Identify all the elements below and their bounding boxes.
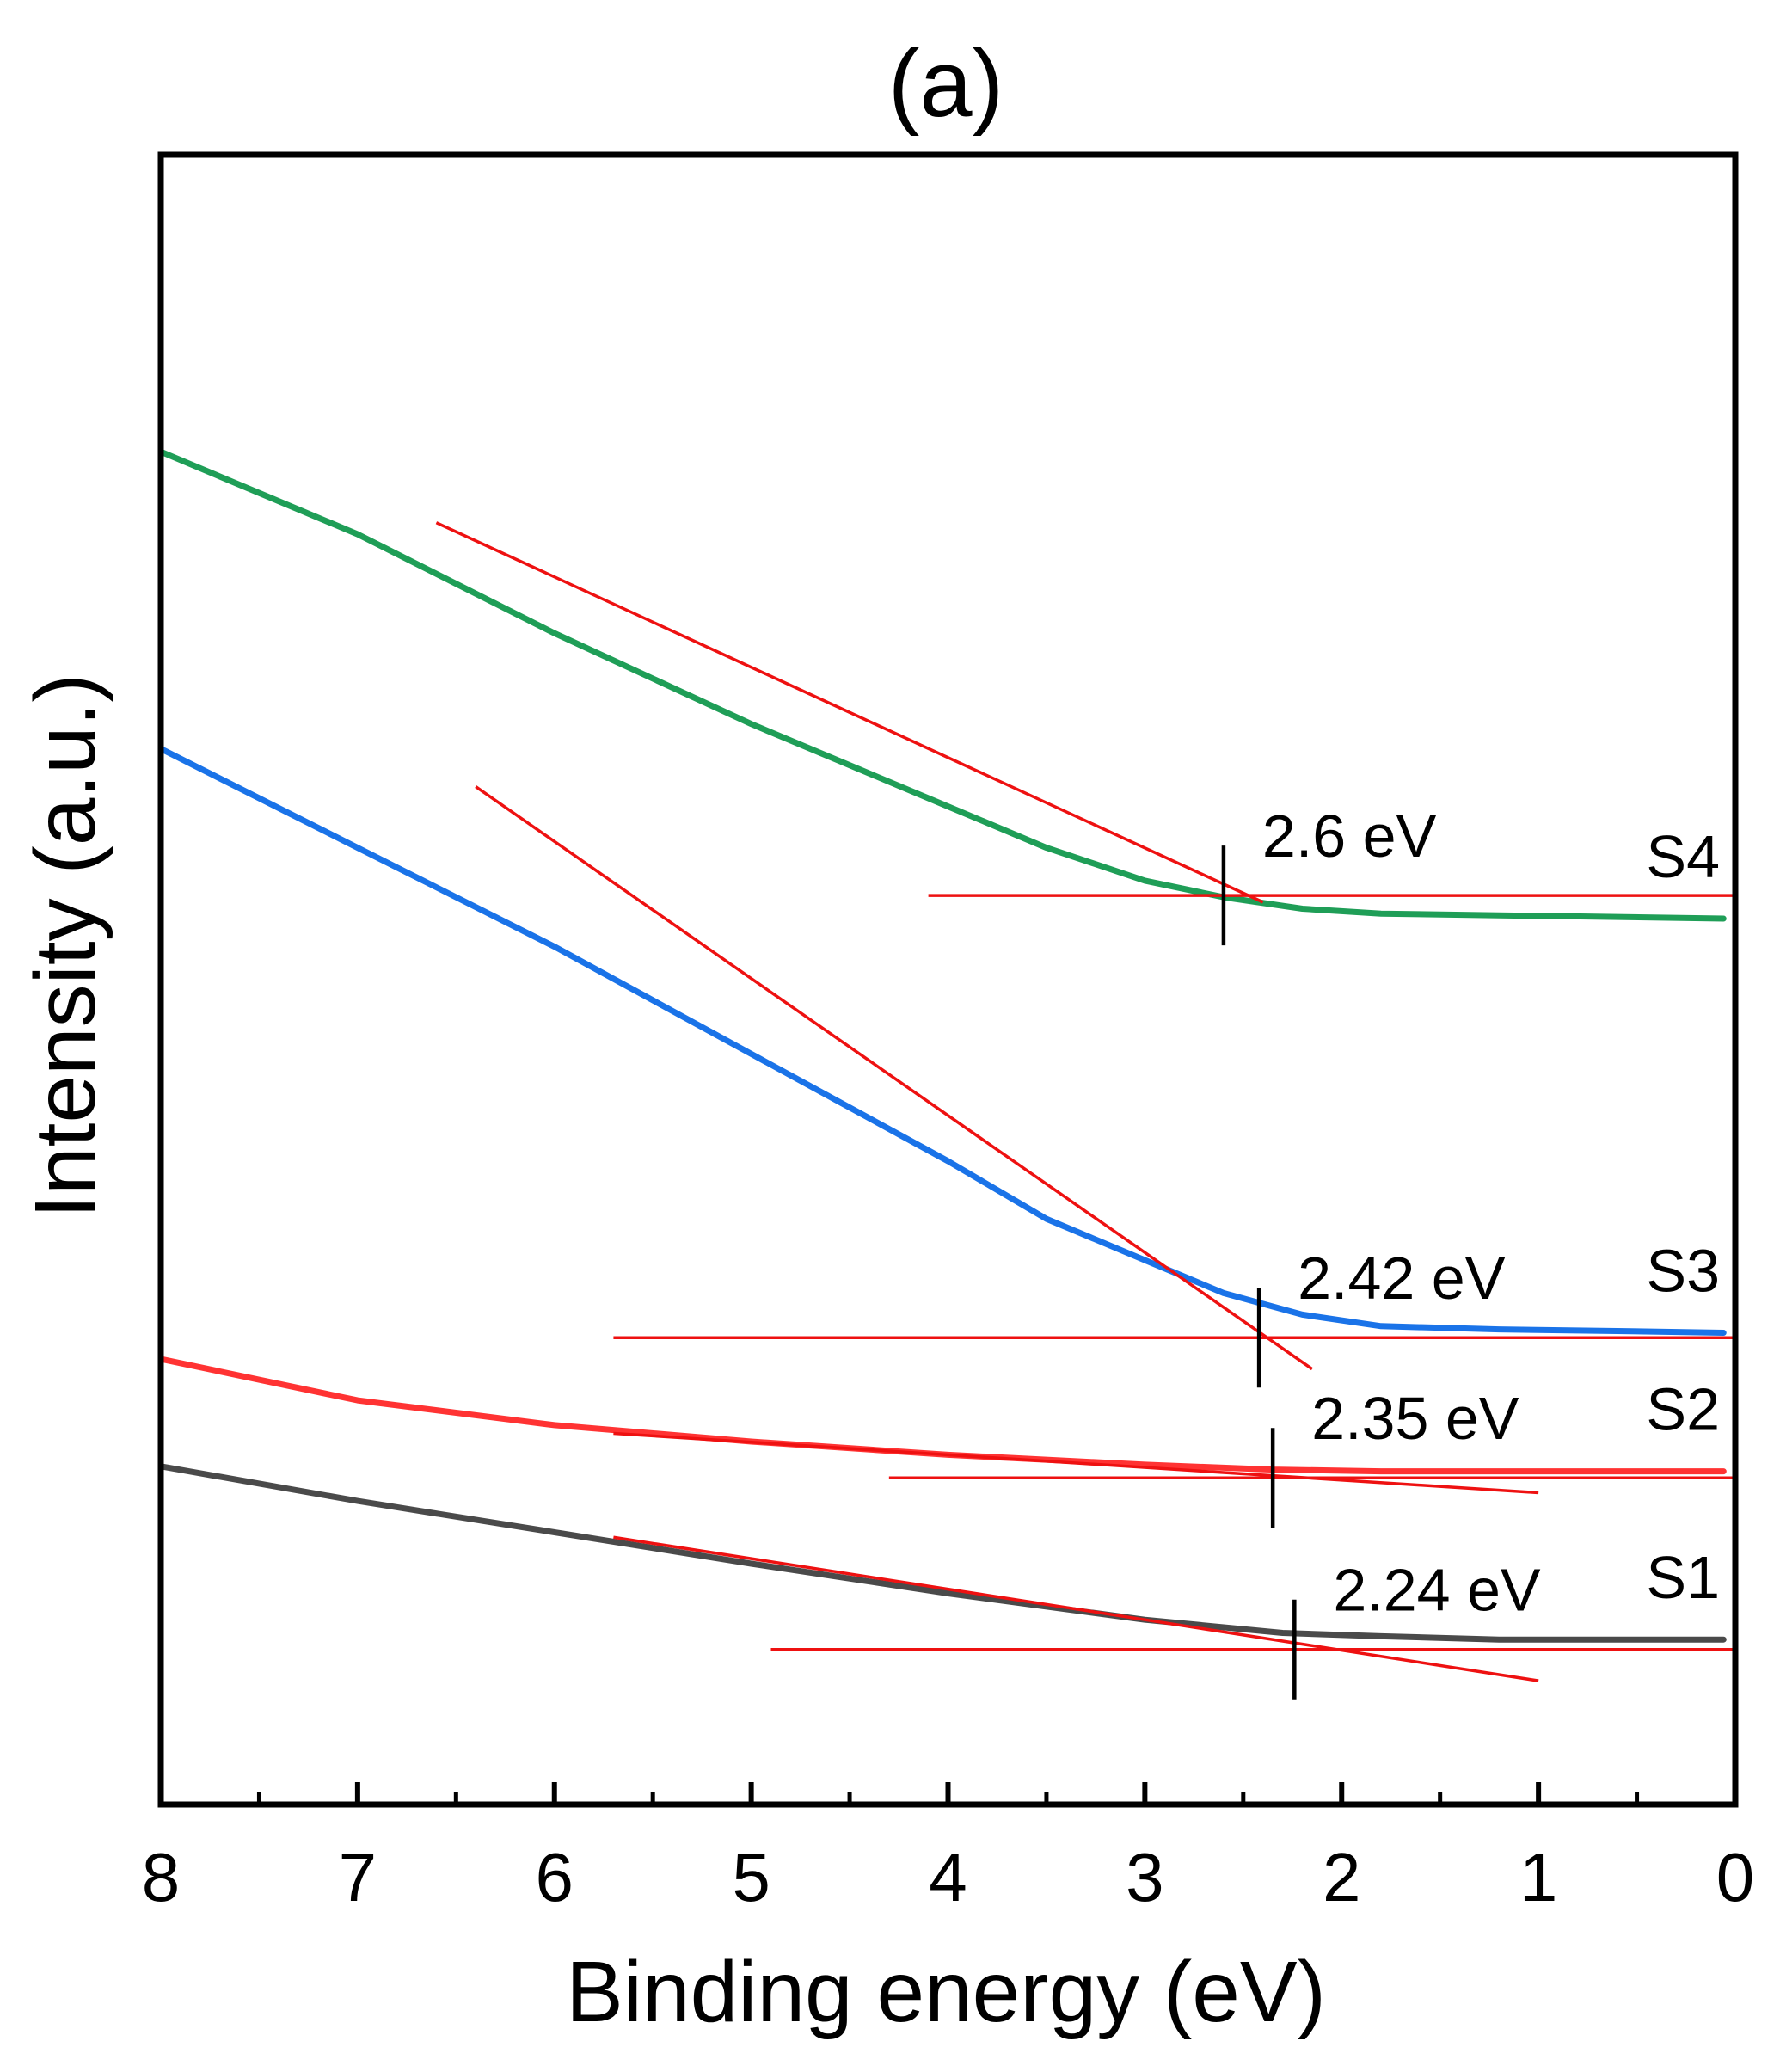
y-axis-title: Intensity (a.u.) — [17, 673, 114, 1219]
x-tick-label: 4 — [929, 1839, 967, 1915]
x-tick-label: 1 — [1519, 1839, 1558, 1915]
series-label-s2: S2 — [1646, 1376, 1720, 1443]
x-axis-title: Binding energy (eV) — [566, 1944, 1326, 2040]
x-tick-label: 2 — [1323, 1839, 1361, 1915]
x-axis: 8 7 6 5 4 3 2 1 0 — [142, 1782, 1755, 1915]
bandgap-label-s3: 2.42 eV — [1298, 1245, 1506, 1312]
x-tick-label: 6 — [536, 1839, 574, 1915]
series-line-s3 — [157, 746, 1727, 1336]
x-tick-label: 8 — [142, 1839, 181, 1915]
bandgap-label-s1: 2.24 eV — [1333, 1557, 1541, 1624]
series-line-s4 — [157, 448, 1727, 922]
x-tick-label: 7 — [339, 1839, 377, 1915]
fit-slope-line-s4 — [435, 521, 1264, 904]
bandgap-label-s4: 2.6 eV — [1262, 802, 1437, 870]
bandgap-label-s2: 2.35 eV — [1311, 1385, 1519, 1452]
series-line-s2 — [157, 1356, 1727, 1475]
fit-slope-line-s2 — [613, 1431, 1539, 1495]
series-label-s3: S3 — [1646, 1237, 1720, 1304]
fit-slope-line-s1 — [613, 1535, 1539, 1682]
series-label-s4: S4 — [1646, 823, 1720, 890]
fit-slope-line-s3 — [475, 785, 1313, 1371]
series-label-s1: S1 — [1646, 1544, 1720, 1611]
chart-title: (a) — [888, 31, 1004, 137]
x-tick-label: 3 — [1126, 1839, 1164, 1915]
x-tick-label: 5 — [732, 1839, 770, 1915]
plot-area: 2.6 eV 2.42 eV 2.35 eV 2.24 eV S4 S3 S2 S1 — [157, 448, 1735, 1700]
x-tick-label: 0 — [1716, 1839, 1755, 1915]
